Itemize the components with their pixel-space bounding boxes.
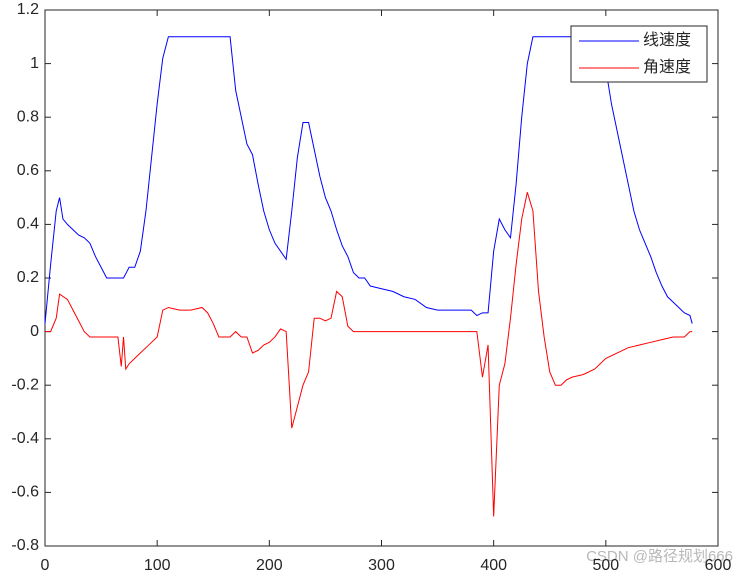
x-tick-label: 400 (480, 557, 507, 574)
y-tick-label: 0.4 (17, 216, 39, 233)
y-tick-label: 1 (30, 55, 39, 72)
watermark: CSDN @路径规划666 (586, 548, 733, 565)
legend-label: 线速度 (643, 31, 691, 49)
y-tick-label: 0 (30, 323, 39, 340)
x-tick-label: 300 (368, 557, 395, 574)
y-tick-label: 0.8 (17, 108, 39, 125)
x-tick-label: 0 (41, 557, 50, 574)
y-tick-label: 0.2 (17, 269, 39, 286)
plot-area (44, 9, 719, 547)
y-tick-label: -0.2 (11, 376, 39, 393)
y-tick-label: -0.8 (11, 537, 39, 554)
x-tick-label: 500 (592, 557, 619, 574)
x-tick-label: 200 (256, 557, 283, 574)
legend-box (570, 25, 708, 83)
y-tick-label: -0.6 (11, 484, 39, 501)
data-line (45, 192, 693, 517)
y-tick-label: 1.2 (17, 1, 39, 18)
x-tick-label: 600 (705, 557, 732, 574)
legend-label: 角速度 (643, 58, 691, 76)
x-tick-label: 100 (144, 557, 171, 574)
y-tick-label: 0.6 (17, 162, 39, 179)
y-tick-label: -0.4 (11, 430, 39, 447)
